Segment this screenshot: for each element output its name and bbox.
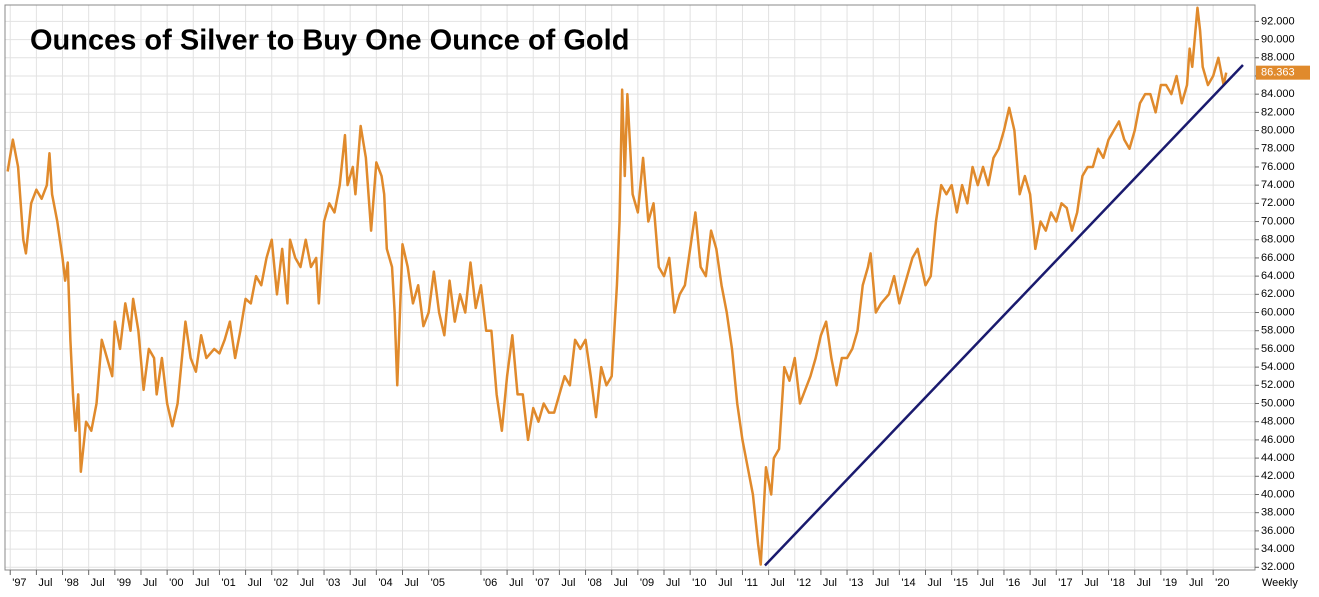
x-tick-label: Jul (1084, 577, 1098, 589)
x-tick-label: '06 (483, 577, 497, 589)
frequency-label: Weekly (1262, 577, 1298, 589)
y-tick-label: 50.000 (1261, 397, 1295, 409)
x-tick-label: Jul (38, 577, 52, 589)
y-tick-label: 60.000 (1261, 306, 1295, 318)
x-tick-label: Jul (875, 577, 889, 589)
x-tick-label: '16 (1006, 577, 1020, 589)
y-tick-label: 72.000 (1261, 197, 1295, 209)
x-tick-label: '07 (535, 577, 549, 589)
x-tick-label: '20 (1215, 577, 1229, 589)
y-tick-label: 36.000 (1261, 525, 1295, 537)
last-value-label: 86.363 (1261, 67, 1295, 79)
x-tick-label: '02 (274, 577, 288, 589)
x-tick-label: Jul (143, 577, 157, 589)
x-tick-label: Jul (718, 577, 732, 589)
y-tick-label: 34.000 (1261, 543, 1295, 555)
x-tick-label: '19 (1163, 577, 1177, 589)
x-tick-label: '98 (65, 577, 79, 589)
x-tick-label: '10 (692, 577, 706, 589)
x-tick-label: Jul (1189, 577, 1203, 589)
y-tick-label: 32.000 (1261, 561, 1295, 573)
x-tick-label: Jul (614, 577, 628, 589)
y-tick-label: 90.000 (1261, 33, 1295, 45)
x-tick-label: '05 (431, 577, 445, 589)
x-tick-label: '15 (954, 577, 968, 589)
y-tick-label: 42.000 (1261, 470, 1295, 482)
y-tick-label: 38.000 (1261, 507, 1295, 519)
y-tick-label: 76.000 (1261, 161, 1295, 173)
y-tick-label: 40.000 (1261, 488, 1295, 500)
y-tick-label: 84.000 (1261, 88, 1295, 100)
x-tick-label: Jul (352, 577, 366, 589)
ratio-line (6, 6, 1228, 566)
x-tick-label: '11 (744, 577, 758, 589)
y-tick-label: 82.000 (1261, 106, 1295, 118)
x-tick-label: '03 (326, 577, 340, 589)
x-tick-label: Jul (980, 577, 994, 589)
chart-title: Ounces of Silver to Buy One Ounce of Gol… (30, 25, 629, 57)
y-tick-label: 62.000 (1261, 288, 1295, 300)
x-tick-label: Jul (928, 577, 942, 589)
x-tick-label: '97 (12, 577, 26, 589)
x-tick-label: '04 (378, 577, 392, 589)
x-tick-label: Jul (404, 577, 418, 589)
x-tick-label: Jul (248, 577, 262, 589)
x-tick-label: '14 (901, 577, 915, 589)
y-tick-label: 92.000 (1261, 15, 1295, 27)
x-tick-label: '09 (640, 577, 654, 589)
plot-frame (4, 4, 1256, 571)
y-tick-label: 48.000 (1261, 416, 1295, 428)
x-tick-label: Jul (300, 577, 314, 589)
y-tick-label: 88.000 (1261, 52, 1295, 64)
y-tick-label: 80.000 (1261, 124, 1295, 136)
y-tick-label: 58.000 (1261, 325, 1295, 337)
x-tick-label: '08 (588, 577, 602, 589)
x-tick-label: Jul (666, 577, 680, 589)
y-tick-label: 52.000 (1261, 379, 1295, 391)
x-tick-label: Jul (195, 577, 209, 589)
y-tick-label: 74.000 (1261, 179, 1295, 191)
x-tick-label: '12 (797, 577, 811, 589)
x-tick-label: '00 (169, 577, 183, 589)
x-tick-label: Jul (561, 577, 575, 589)
x-tick-label: Jul (823, 577, 837, 589)
x-tick-label: '18 (1111, 577, 1125, 589)
y-tick-label: 44.000 (1261, 452, 1295, 464)
x-tick-label: '13 (849, 577, 863, 589)
y-tick-label: 56.000 (1261, 343, 1295, 355)
x-tick-label: Jul (1032, 577, 1046, 589)
y-tick-label: 78.000 (1261, 143, 1295, 155)
x-tick-label: Jul (1137, 577, 1151, 589)
y-tick-label: 54.000 (1261, 361, 1295, 373)
marks (6, 6, 1244, 567)
y-tick-label: 64.000 (1261, 270, 1295, 282)
y-tick-label: 68.000 (1261, 234, 1295, 246)
x-tick-label: Jul (91, 577, 105, 589)
x-tick-label: '01 (221, 577, 235, 589)
y-tick-label: 46.000 (1261, 434, 1295, 446)
last-value-tag (1256, 65, 1310, 80)
y-tick-label: 66.000 (1261, 252, 1295, 264)
labels: 32.000 34.000 36.000 38.000 40.000 42.000 44.0… (9, 15, 1310, 589)
y-tick-label: 70.000 (1261, 215, 1295, 227)
trend-line (764, 64, 1244, 567)
x-tick-label: Jul (771, 577, 785, 589)
x-tick-label: '99 (117, 577, 131, 589)
x-tick-label: '17 (1058, 577, 1072, 589)
x-tick-label: Jul (509, 577, 523, 589)
